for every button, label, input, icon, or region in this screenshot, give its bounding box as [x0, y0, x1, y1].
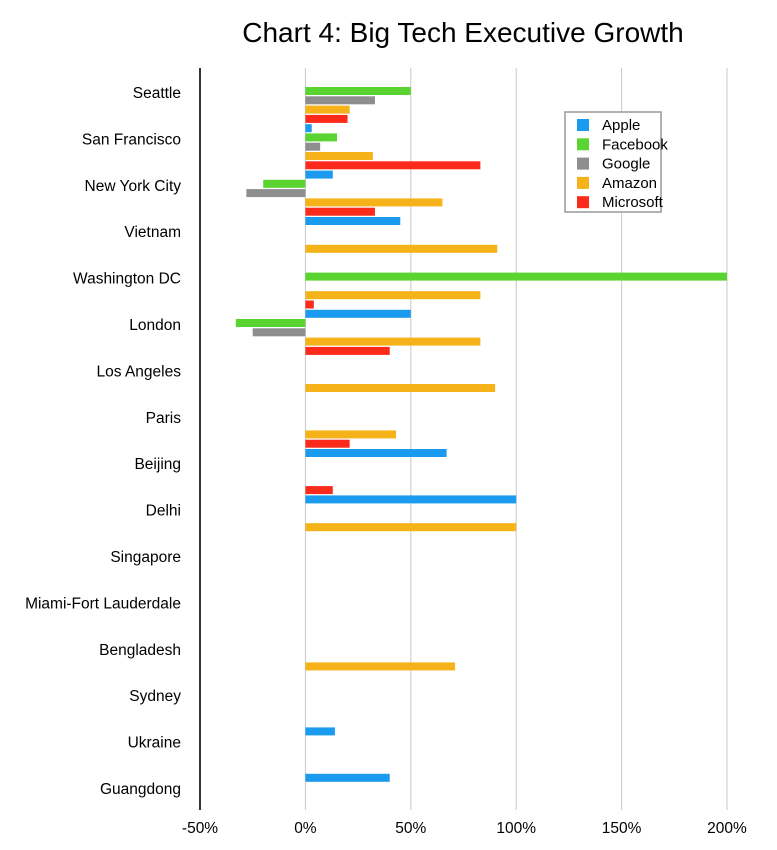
bar-seattle-facebook [305, 87, 411, 95]
bar-beijing-microsoft [305, 486, 333, 495]
bar-san-francisco-microsoft [305, 161, 481, 170]
category-label-guangdong: Guangdong [100, 781, 181, 798]
bar-washington-dc-microsoft [305, 300, 314, 309]
category-label-bengladesh: Bengladesh [99, 642, 181, 659]
category-label-seattle: Seattle [133, 85, 181, 102]
legend-swatch-google [577, 157, 589, 170]
x-tick-label: 50% [395, 820, 426, 837]
bar-new-york-city-microsoft [305, 207, 375, 216]
chart-title: Chart 4: Big Tech Executive Growth [242, 17, 683, 48]
bar-san-francisco-facebook [305, 133, 338, 142]
x-tick-labels: -50% 0% 50% 100% 150% 200% [182, 820, 747, 837]
bar-los-angeles-amazon [305, 384, 496, 392]
bar-paris-microsoft [305, 439, 350, 448]
legend-label-microsoft: Microsoft [602, 194, 664, 211]
legend-swatch-apple [577, 119, 589, 131]
legend-label-google: Google [602, 156, 650, 173]
bar-washington-dc-facebook [305, 272, 727, 281]
bar-paris-amazon [305, 430, 397, 439]
gridlines [304, 68, 728, 810]
bar-washington-dc-apple [305, 309, 411, 318]
category-label-beijing: Beijing [134, 456, 181, 473]
bar-seattle-microsoft [305, 114, 348, 123]
bar-san-francisco-amazon [305, 152, 373, 160]
category-labels: Seattle San Francisco New York City Vietnam… [25, 85, 181, 798]
bar-vietnam-amazon [305, 244, 498, 253]
bar-seattle-amazon [305, 105, 350, 114]
category-label-washington-dc: Washington DC [73, 271, 181, 288]
category-label-ukraine: Ukraine [128, 735, 181, 752]
bar-washington-dc-amazon [305, 291, 481, 300]
bar-new-york-city-amazon [305, 198, 443, 207]
category-label-paris: Paris [146, 410, 182, 427]
legend: Apple Facebook Google Amazon Microsoft [564, 111, 668, 213]
category-label-san-francisco: San Francisco [82, 131, 181, 148]
bar-new-york-city-facebook [263, 179, 306, 188]
bar-london-facebook [235, 319, 306, 327]
bar-seattle-google [305, 96, 375, 105]
category-label-singapore: Singapore [110, 549, 181, 566]
bar-ukraine-apple [305, 773, 390, 782]
bar-new-york-city-google [246, 189, 306, 198]
category-label-vietnam: Vietnam [124, 224, 181, 241]
bar-beijing-apple [305, 495, 517, 504]
category-label-los-angeles: Los Angeles [97, 363, 182, 380]
x-tick-label: 200% [707, 820, 747, 837]
legend-swatch-amazon [577, 176, 589, 189]
bar-san-francisco-google [305, 142, 321, 151]
category-label-miami-fort-lauderdale: Miami-Fort Lauderdale [25, 595, 181, 612]
category-label-new-york-city: New York City [85, 178, 182, 195]
bars [235, 87, 727, 782]
category-label-london: London [129, 317, 181, 334]
x-tick-label: 150% [602, 820, 642, 837]
bar-delhi-amazon [305, 523, 517, 532]
legend-label-facebook: Facebook [602, 136, 668, 153]
legend-swatch-facebook [577, 138, 589, 151]
bar-paris-apple [305, 449, 447, 457]
category-label-sydney: Sydney [129, 688, 181, 705]
bar-london-amazon [305, 337, 481, 346]
x-tick-label: 0% [294, 820, 317, 837]
bar-new-york-city-apple [305, 217, 401, 225]
x-tick-label: -50% [182, 820, 218, 837]
bar-sydney-apple [305, 727, 335, 736]
x-tick-label: 100% [496, 820, 536, 837]
legend-label-amazon: Amazon [602, 175, 657, 192]
bar-london-microsoft [305, 346, 390, 355]
bar-seattle-apple [305, 124, 312, 133]
bar-san-francisco-apple [305, 170, 333, 179]
bar-bengladesh-amazon [305, 662, 456, 671]
legend-swatch-microsoft [577, 196, 589, 209]
bar-london-google [252, 328, 306, 337]
category-label-delhi: Delhi [146, 503, 181, 520]
legend-label-apple: Apple [602, 117, 640, 134]
